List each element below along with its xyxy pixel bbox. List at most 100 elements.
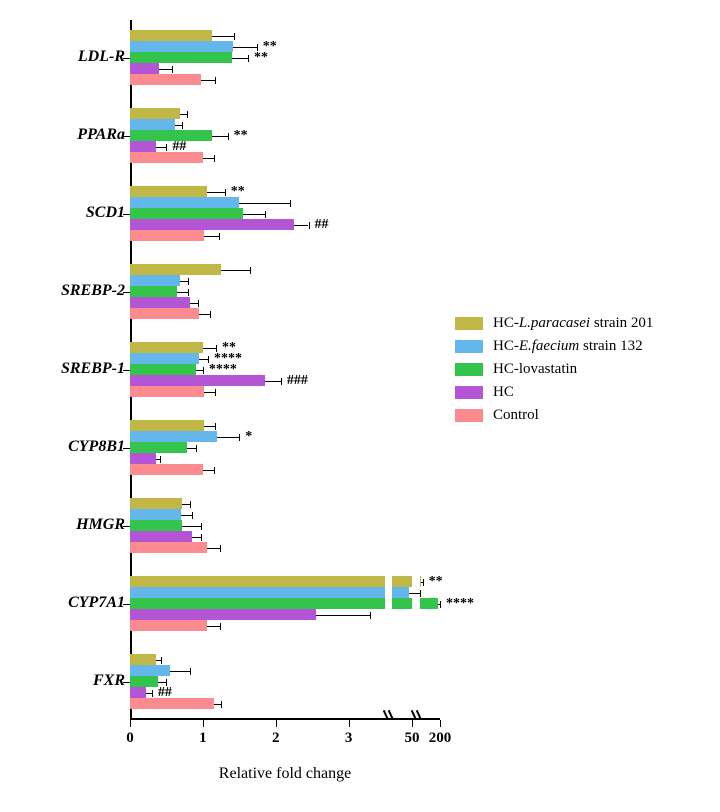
gene-label: PPARa — [5, 126, 125, 144]
legend-item: HC-lovastatin — [455, 361, 653, 378]
bar — [130, 453, 156, 464]
error-cap — [214, 155, 215, 162]
error-cap — [203, 367, 204, 374]
error-bar — [204, 392, 215, 393]
error-bar — [217, 437, 239, 438]
x-tick — [276, 720, 277, 727]
error-cap — [423, 579, 424, 586]
error-bar — [294, 225, 309, 226]
legend: HC-L.paracasei strain 201 HC-E.faecium st… — [455, 315, 653, 430]
error-cap — [228, 133, 229, 140]
bar — [130, 520, 182, 531]
bar — [130, 342, 203, 353]
error-cap — [440, 601, 441, 608]
error-bar — [192, 537, 201, 538]
x-axis-label: Relative fold change — [130, 765, 440, 783]
error-cap — [190, 501, 191, 508]
bar — [130, 431, 217, 442]
error-cap — [192, 512, 193, 519]
error-bar — [199, 314, 210, 315]
error-bar — [182, 526, 200, 527]
bar — [420, 598, 438, 609]
error-bar — [196, 370, 203, 371]
axis-break — [384, 714, 392, 726]
error-cap — [309, 222, 310, 229]
bar — [130, 464, 203, 475]
bar — [392, 587, 409, 598]
legend-swatch — [455, 317, 483, 330]
error-bar — [180, 114, 187, 115]
error-bar — [187, 448, 196, 449]
error-bar — [159, 69, 172, 70]
error-cap — [152, 690, 153, 697]
bar — [130, 442, 187, 453]
gene-label: HMGR — [5, 516, 125, 534]
legend-swatch — [455, 363, 483, 376]
legend-label: Control — [493, 407, 539, 424]
bar — [130, 375, 265, 386]
error-cap — [160, 456, 161, 463]
bar — [130, 386, 204, 397]
bar — [130, 587, 385, 598]
error-cap — [210, 311, 211, 318]
error-cap — [214, 467, 215, 474]
bar — [130, 353, 199, 364]
error-bar — [212, 36, 234, 37]
bar — [130, 63, 159, 74]
error-cap — [201, 534, 202, 541]
error-bar — [177, 292, 188, 293]
error-cap — [220, 545, 221, 552]
error-cap — [225, 189, 226, 196]
error-bar — [212, 136, 228, 137]
error-cap — [370, 612, 371, 619]
x-tick — [440, 720, 441, 727]
gene-label: CYP7A1 — [5, 594, 125, 612]
error-cap — [221, 701, 222, 708]
error-bar — [316, 615, 371, 616]
error-cap — [281, 378, 282, 385]
bar — [130, 74, 201, 85]
legend-label: HC-L.paracasei strain 201 — [493, 315, 653, 332]
bar — [130, 308, 199, 319]
bar — [130, 208, 243, 219]
error-cap — [420, 590, 421, 597]
error-cap — [182, 122, 183, 129]
bar — [130, 275, 180, 286]
error-bar — [203, 470, 214, 471]
gene-label: CYP8B1 — [5, 438, 125, 456]
significance-marker: ** — [234, 128, 248, 144]
gene-label: LDL-R — [5, 48, 125, 66]
bar — [130, 687, 146, 698]
bar — [130, 676, 158, 687]
bar — [130, 30, 212, 41]
error-bar — [214, 704, 221, 705]
error-bar — [204, 426, 215, 427]
x-tick — [349, 720, 350, 727]
x-tick-label: 2 — [272, 730, 280, 747]
error-cap — [215, 77, 216, 84]
bar — [130, 598, 385, 609]
error-cap — [190, 668, 191, 675]
error-cap — [187, 111, 188, 118]
significance-marker: ### — [287, 373, 308, 389]
bar — [130, 197, 239, 208]
error-cap — [188, 289, 189, 296]
significance-marker: ** — [254, 50, 268, 66]
error-bar — [201, 80, 214, 81]
legend-label: HC — [493, 384, 514, 401]
legend-label: HC-E.faecium strain 132 — [493, 338, 643, 355]
legend-item: HC — [455, 384, 653, 401]
error-cap — [161, 657, 162, 664]
x-tick-label: 50 — [405, 730, 420, 747]
bar — [130, 130, 212, 141]
x-tick — [203, 720, 204, 727]
error-bar — [180, 281, 189, 282]
error-bar — [265, 381, 281, 382]
error-bar — [203, 348, 216, 349]
legend-swatch — [455, 386, 483, 399]
bar — [130, 230, 204, 241]
bar — [130, 498, 182, 509]
error-cap — [215, 389, 216, 396]
error-bar — [243, 214, 265, 215]
error-bar — [158, 682, 167, 683]
